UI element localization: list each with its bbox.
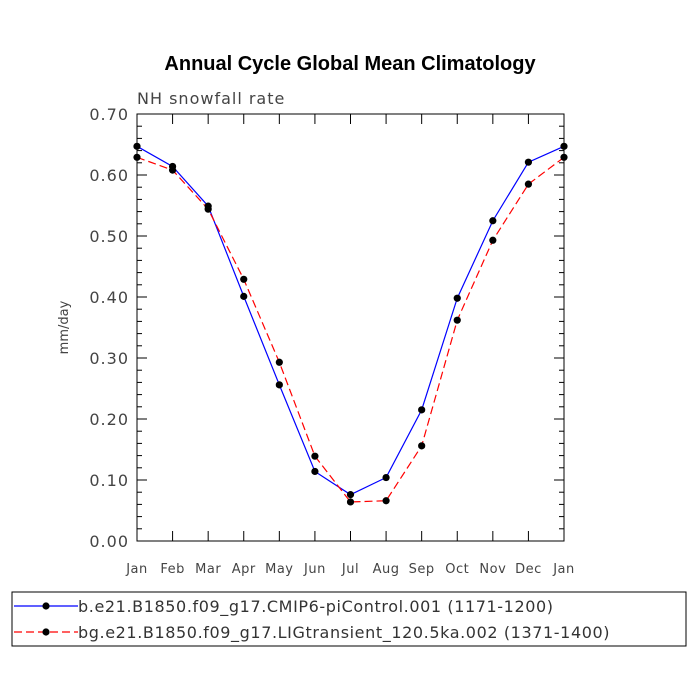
series-1-point bbox=[453, 294, 461, 302]
series-2-point bbox=[560, 153, 568, 161]
legend: b.e21.B1850.f09_g17.CMIP6-piControl.001 … bbox=[11, 591, 687, 647]
legend-label-1: b.e21.B1850.f09_g17.CMIP6-piControl.001 … bbox=[78, 597, 554, 617]
series-1-point bbox=[240, 292, 248, 300]
series-1-point bbox=[560, 142, 568, 150]
x-tick-label: Sep bbox=[409, 562, 435, 577]
chart-title: Annual Cycle Global Mean Climatology bbox=[164, 53, 536, 75]
y-tick-label: 0.10 bbox=[89, 471, 129, 490]
series-2-point bbox=[453, 316, 461, 324]
x-tick-label: Nov bbox=[479, 562, 506, 577]
series-1-point bbox=[133, 142, 141, 150]
series-1-point bbox=[382, 473, 390, 482]
series-2-point bbox=[311, 452, 319, 460]
series-2-point bbox=[418, 442, 426, 450]
series-2-point bbox=[168, 166, 177, 174]
series-1-point bbox=[418, 406, 426, 414]
y-tick-label: 0.60 bbox=[89, 166, 129, 185]
y-axis-label: mm/day bbox=[57, 300, 72, 354]
series-layer bbox=[133, 142, 568, 506]
y-tick-label: 0.20 bbox=[89, 410, 129, 429]
series-2-point bbox=[275, 358, 283, 366]
x-tick-label: Apr bbox=[232, 562, 256, 577]
series-1-point bbox=[489, 217, 497, 225]
y-tick-label: 0.30 bbox=[89, 349, 129, 368]
series-1-point bbox=[311, 467, 319, 476]
x-tick-label: Oct bbox=[445, 562, 469, 577]
axis-ticks: 0.00 0.10 0.20 0.30 0.40 0.50 0.60 0.70 Jan Feb Ma… bbox=[89, 105, 574, 577]
x-tick-label: Mar bbox=[195, 562, 221, 577]
series-line-1 bbox=[136, 145, 565, 496]
x-tick-label: Jan bbox=[552, 562, 575, 577]
series-1-point bbox=[524, 158, 533, 166]
y-tick-label: 0.50 bbox=[89, 227, 129, 246]
series-2-point bbox=[133, 153, 141, 161]
x-tick-label: Jun bbox=[303, 562, 326, 577]
x-tick-label: May bbox=[265, 562, 293, 577]
x-tick-label: Dec bbox=[515, 562, 542, 577]
plot-frame bbox=[136, 113, 565, 542]
x-tick-label: Aug bbox=[373, 562, 400, 577]
legend-marker-1 bbox=[42, 602, 50, 610]
x-tick-label: Feb bbox=[160, 562, 185, 577]
legend-label-2: bg.e21.B1850.f09_g17.LIGtransient_120.5k… bbox=[78, 623, 610, 643]
series-2-point bbox=[524, 180, 533, 188]
chart-subtitle: NH snowfall rate bbox=[137, 89, 285, 108]
legend-marker-2 bbox=[42, 628, 50, 636]
series-2-point bbox=[382, 497, 390, 505]
x-tick-label: Jul bbox=[341, 562, 359, 577]
y-tick-label: 0.70 bbox=[89, 105, 129, 124]
series-2-point bbox=[204, 205, 212, 213]
x-tick-label: Jan bbox=[125, 562, 148, 577]
y-tick-label: 0.00 bbox=[89, 532, 129, 551]
series-1-point bbox=[275, 381, 283, 389]
legend-box bbox=[11, 591, 687, 647]
y-tick-label: 0.40 bbox=[89, 288, 129, 307]
series-2-point bbox=[240, 275, 248, 283]
series-2-point bbox=[346, 498, 355, 506]
series-2-point bbox=[489, 236, 497, 244]
series-1-point bbox=[346, 491, 355, 499]
